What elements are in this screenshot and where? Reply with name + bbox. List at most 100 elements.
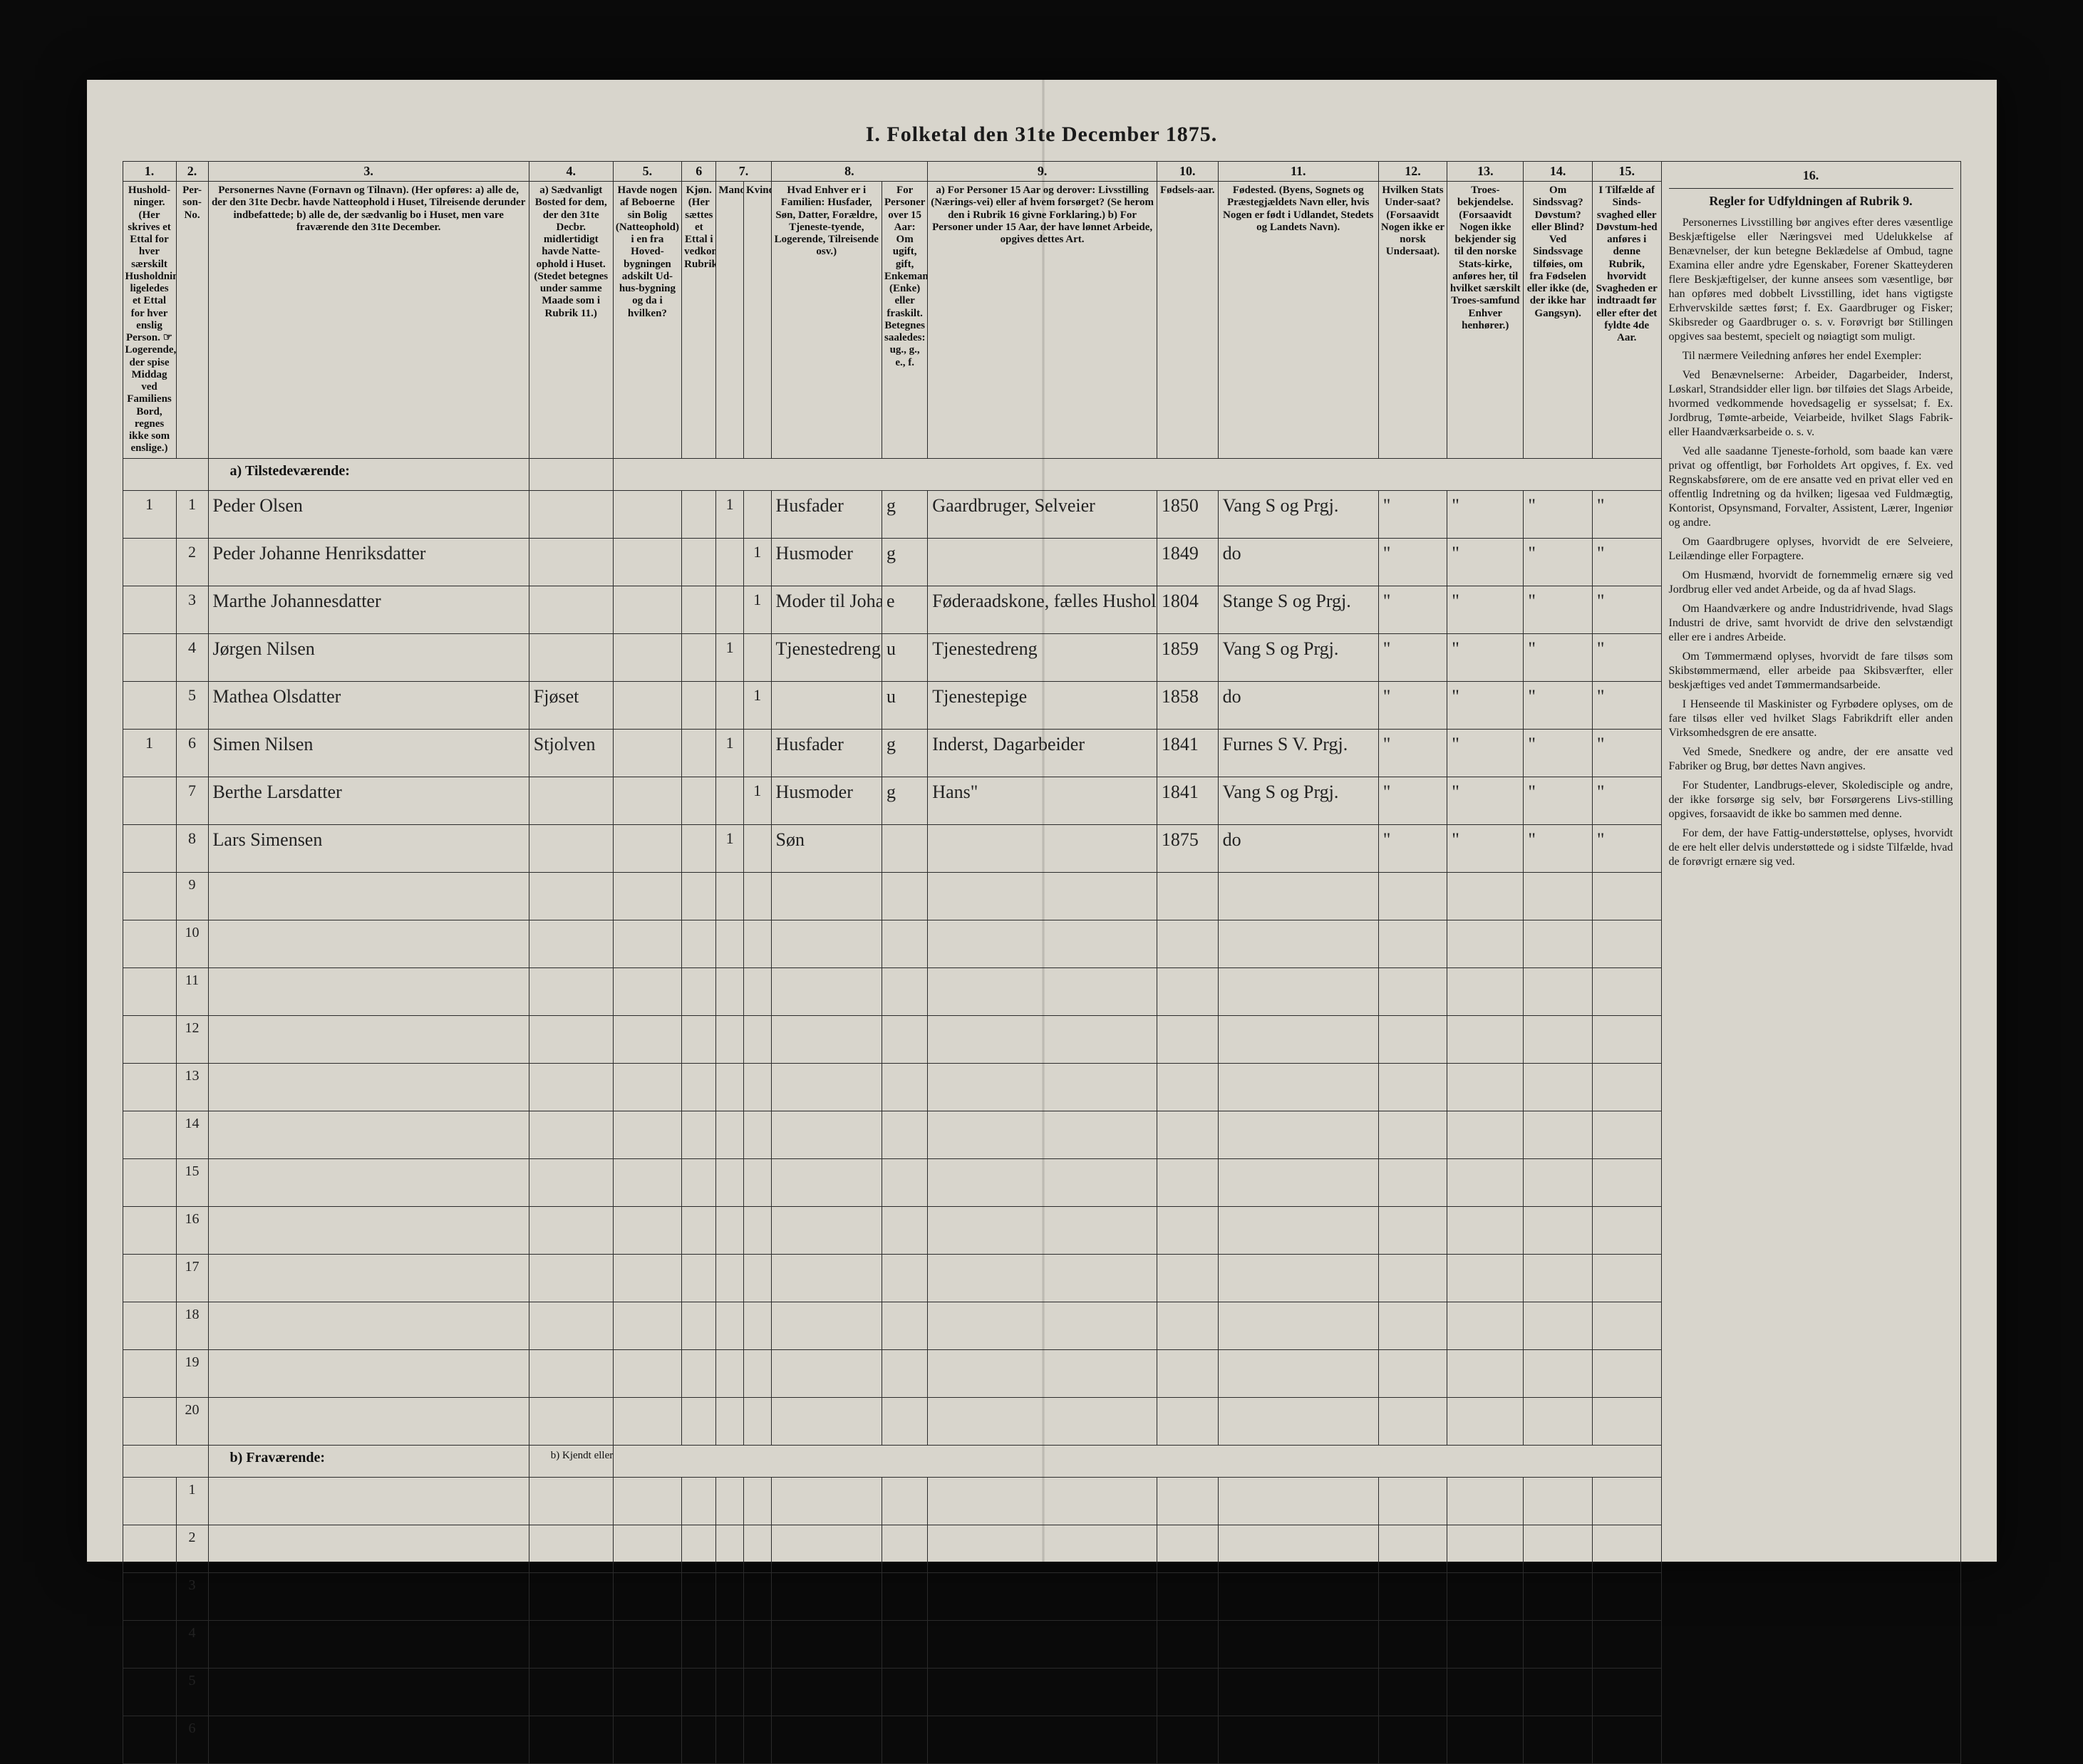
cell-empty [1218,967,1378,1015]
head-5: Havde nogen af Beboerne sin Bolig (Natte… [613,182,681,459]
census-table: 1. 2. 3. 4. 5. 6 7. 8. 9. 10. 11. 12. [123,161,1662,1764]
cell-occupation: Føderaadskone, fælles Husholdning [928,586,1157,633]
cell-empty [716,1206,744,1254]
cell-empty [682,967,716,1015]
rubrik9-title: Regler for Udfyldningen af Rubrik 9. [1669,193,1953,209]
colnum-15: 15. [1592,162,1661,182]
cell-civil-status: g [882,777,927,824]
cell-empty [1447,1349,1524,1397]
cell-empty [529,1397,613,1445]
cell-empty [882,1397,927,1445]
data-row: 16Simen NilsenStjolven1HusfadergInderst,… [123,729,1661,777]
colnum-5: 5. [613,162,681,182]
cell-role: Husfader [771,490,882,538]
rubrik9-para: Om Husmænd, hvorvidt de fornemmelig ernæ… [1669,569,1953,597]
cell-empty [771,967,882,1015]
cell-person-no: 9 [176,872,208,920]
cell-empty [529,1302,613,1349]
cell-empty [1447,1477,1524,1525]
cell-empty [682,1111,716,1158]
section-row: b) Fraværende:b) Kjendt eller formodet O… [123,1445,1661,1477]
cell-empty [1378,967,1447,1015]
head-9: a) For Personer 15 Aar og derover: Livss… [928,182,1157,459]
cell-male: 1 [716,729,744,777]
cell-empty [882,1716,927,1763]
cell-empty [928,1397,1157,1445]
cell-empty [771,1063,882,1111]
cell-sex-spacer [682,681,716,729]
colnum-7: 7. [716,162,771,182]
cell-birth-place: Stange S og Prgj. [1218,586,1378,633]
cell-empty [1378,1397,1447,1445]
cell-empty [208,1716,529,1763]
cell-disability: " [1524,681,1592,729]
cell-empty [716,1302,744,1349]
cell-empty [529,967,613,1015]
cell-empty [1524,1158,1592,1206]
cell-empty [716,1349,744,1397]
cell-empty [529,1572,613,1620]
cell-empty [1378,1015,1447,1063]
cell-empty [613,1716,681,1763]
table-body: a) Tilstedeværende:11Peder Olsen1Husfade… [123,458,1661,1763]
cell-empty [771,1397,882,1445]
cell-empty [208,1111,529,1158]
cell-person-no: 6 [176,729,208,777]
cell-empty [529,1158,613,1206]
cell-sex-spacer [682,490,716,538]
empty-row: 3 [123,1572,1661,1620]
cell-empty [1524,1397,1592,1445]
cell-empty [613,1063,681,1111]
rubrik9-para: Ved Smede, Snedkere og andre, der ere an… [1669,745,1953,774]
cell-empty [1447,1572,1524,1620]
cell-empty [682,1572,716,1620]
cell-empty [208,872,529,920]
cell-male [716,586,744,633]
cell-sex-spacer [682,633,716,681]
cell-empty [529,1620,613,1668]
cell-person-no: 4 [176,1620,208,1668]
cell-disability: " [1524,633,1592,681]
cell-empty [716,1015,744,1063]
cell-household [123,777,176,824]
cell-male [716,777,744,824]
cell-empty [743,1015,771,1063]
cell-male [716,681,744,729]
data-row: 5Mathea OlsdatterFjøset1uTjenestepige185… [123,681,1661,729]
cell-empty [771,1254,882,1302]
cell-empty [716,872,744,920]
cell-empty [1524,1620,1592,1668]
cell-nationality: " [1378,490,1447,538]
cell-civil-status: g [882,538,927,586]
cell-person-no: 7 [176,777,208,824]
cell-religion: " [1447,490,1524,538]
cell-household [123,681,176,729]
empty-row: 11 [123,967,1661,1015]
data-row: 8Lars Simensen1Søn1875do"""" [123,824,1661,872]
cell-person-no: 17 [176,1254,208,1302]
cell-empty [1447,1206,1524,1254]
cell-empty [882,1302,927,1349]
cell-birth-place: do [1218,538,1378,586]
data-row: 4Jørgen Nilsen1TjenestedrenguTjenestedre… [123,633,1661,681]
cell-name: Marthe Johannesdatter [208,586,529,633]
cell-outbuilding [613,777,681,824]
cell-household [123,1063,176,1111]
cell-disability: " [1524,538,1592,586]
empty-row: 6 [123,1716,1661,1763]
cell-empty [1592,1668,1661,1716]
cell-empty [1157,1620,1218,1668]
cell-empty [1218,1063,1378,1111]
cell-birth-place: do [1218,681,1378,729]
cell-empty [716,1111,744,1158]
cell-empty [771,1668,882,1716]
cell-empty [882,1349,927,1397]
cell-empty [529,1716,613,1763]
cell-household [123,633,176,681]
cell-empty [682,1302,716,1349]
census-page: I. Folketal den 31te December 1875. 1. 2… [87,80,1997,1562]
cell-empty [928,1254,1157,1302]
head-11: Fødested. (Byens, Sognets og Præstegjæld… [1218,182,1378,459]
cell-person-no: 5 [176,1668,208,1716]
cell-name: Lars Simensen [208,824,529,872]
